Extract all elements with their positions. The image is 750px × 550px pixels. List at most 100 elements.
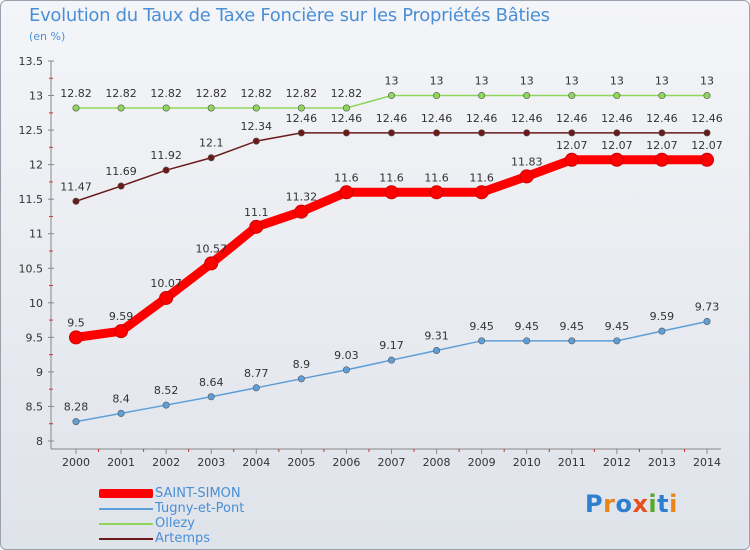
data-point-tugny-et-pont (72, 418, 80, 426)
data-label-artemps: 12.46 (286, 112, 318, 125)
data-point-artemps (478, 129, 486, 137)
data-point-saint-simon (294, 204, 309, 219)
y-tick-label: 10.5 (19, 262, 44, 275)
data-point-artemps (433, 129, 441, 137)
data-point-artemps (658, 129, 666, 137)
legend-label-saint-simon: SAINT-SIMON (155, 486, 241, 501)
data-label-saint-simon: 11.83 (511, 155, 543, 168)
data-label-tugny-et-pont: 8.28 (64, 401, 89, 414)
data-point-artemps (342, 129, 350, 137)
data-point-saint-simon (69, 330, 83, 345)
data-point-artemps (523, 129, 531, 137)
legend-item-ollezy: Ollezy (99, 516, 299, 531)
data-label-tugny-et-pont: 9.59 (650, 310, 675, 323)
y-tick-label: 12 (29, 159, 43, 172)
y-tick-label: 11.5 (19, 193, 44, 206)
data-point-artemps (207, 154, 215, 162)
data-point-tugny-et-pont (523, 337, 531, 345)
data-label-saint-simon: 10.07 (150, 277, 182, 290)
data-point-saint-simon (474, 185, 489, 200)
data-point-tugny-et-pont (613, 337, 621, 345)
x-tick-label: 2009 (468, 456, 496, 469)
data-point-ollezy (72, 104, 80, 112)
series-line-tugny-et-pont (75, 320, 708, 423)
data-point-artemps (568, 129, 576, 137)
data-label-artemps: 11.69 (105, 165, 137, 178)
data-label-saint-simon: 11.6 (424, 171, 449, 184)
data-point-ollezy (568, 92, 576, 100)
data-label-tugny-et-pont: 8.64 (199, 376, 224, 389)
data-point-saint-simon (654, 152, 669, 167)
data-label-saint-simon: 12.07 (646, 139, 678, 152)
x-tick-label: 2013 (648, 456, 676, 469)
data-label-artemps: 12.46 (556, 112, 588, 125)
data-label-saint-simon: 11.1 (244, 206, 269, 219)
data-point-saint-simon (339, 185, 354, 200)
data-label-ollezy: 13 (610, 75, 624, 88)
data-point-ollezy (387, 92, 395, 100)
data-point-saint-simon (159, 290, 174, 305)
data-point-artemps (387, 129, 395, 137)
data-point-saint-simon (609, 152, 624, 167)
data-point-tugny-et-pont (342, 366, 350, 374)
data-label-tugny-et-pont: 9.73 (695, 300, 720, 313)
data-point-ollezy (117, 104, 125, 112)
data-point-ollezy (252, 104, 260, 112)
data-label-saint-simon: 12.07 (556, 139, 588, 152)
data-label-tugny-et-pont: 9.45 (514, 320, 539, 333)
data-label-tugny-et-pont: 8.77 (244, 367, 269, 380)
data-point-artemps (703, 129, 711, 137)
data-label-tugny-et-pont: 9.31 (424, 329, 449, 342)
y-tick-label: 8 (36, 435, 43, 448)
data-label-ollezy: 12.82 (286, 87, 318, 100)
data-label-ollezy: 12.82 (331, 87, 363, 100)
legend-label-tugny-et-pont: Tugny-et-Pont (155, 501, 245, 516)
y-tick-label: 9 (36, 366, 43, 379)
data-point-saint-simon (700, 152, 714, 167)
x-tick-label: 2010 (513, 456, 541, 469)
data-point-artemps (162, 166, 170, 174)
data-point-saint-simon (564, 152, 579, 167)
data-label-saint-simon: 9.5 (67, 316, 85, 329)
legend-item-artemps: Artemps (99, 531, 299, 546)
data-label-tugny-et-pont: 8.4 (112, 392, 130, 405)
legend-swatch-ollezy (99, 523, 153, 525)
legend-swatch-saint-simon (99, 489, 153, 498)
y-tick-label: 13 (29, 90, 43, 103)
data-point-artemps (297, 129, 305, 137)
data-point-artemps (252, 137, 260, 145)
legend-swatch-artemps (99, 538, 153, 540)
data-label-artemps: 12.46 (646, 112, 678, 125)
data-label-ollezy: 12.82 (60, 87, 92, 100)
data-label-ollezy: 13 (385, 75, 399, 88)
y-tick-label: 12.5 (19, 124, 44, 137)
data-label-saint-simon: 12.07 (691, 139, 723, 152)
data-label-tugny-et-pont: 9.45 (560, 320, 585, 333)
data-label-saint-simon: 11.32 (286, 191, 318, 204)
x-tick-label: 2005 (287, 456, 315, 469)
data-label-saint-simon: 10.57 (195, 242, 227, 255)
data-point-ollezy (162, 104, 170, 112)
y-tick-label: 10 (29, 297, 43, 310)
data-label-tugny-et-pont: 9.17 (379, 339, 404, 352)
data-label-ollezy: 13 (475, 75, 489, 88)
x-tick-label: 2001 (107, 456, 135, 469)
data-label-saint-simon: 11.6 (469, 171, 494, 184)
legend-swatch-tugny-et-pont (99, 508, 153, 510)
data-point-saint-simon (249, 219, 264, 234)
data-label-artemps: 12.46 (331, 112, 363, 125)
chart-title: Evolution du Taux de Taxe Foncière sur l… (29, 5, 550, 26)
legend-label-artemps: Artemps (155, 531, 211, 546)
data-label-saint-simon: 11.6 (334, 171, 359, 184)
data-label-tugny-et-pont: 8.9 (293, 358, 311, 371)
data-point-tugny-et-pont (162, 401, 170, 409)
x-tick-label: 2008 (423, 456, 451, 469)
data-label-artemps: 12.46 (601, 112, 633, 125)
data-label-ollezy: 13 (430, 75, 444, 88)
data-point-ollezy (658, 92, 666, 100)
data-point-tugny-et-pont (478, 337, 486, 345)
data-point-ollezy (478, 92, 486, 100)
data-label-artemps: 12.46 (466, 112, 498, 125)
x-tick-label: 2003 (197, 456, 225, 469)
